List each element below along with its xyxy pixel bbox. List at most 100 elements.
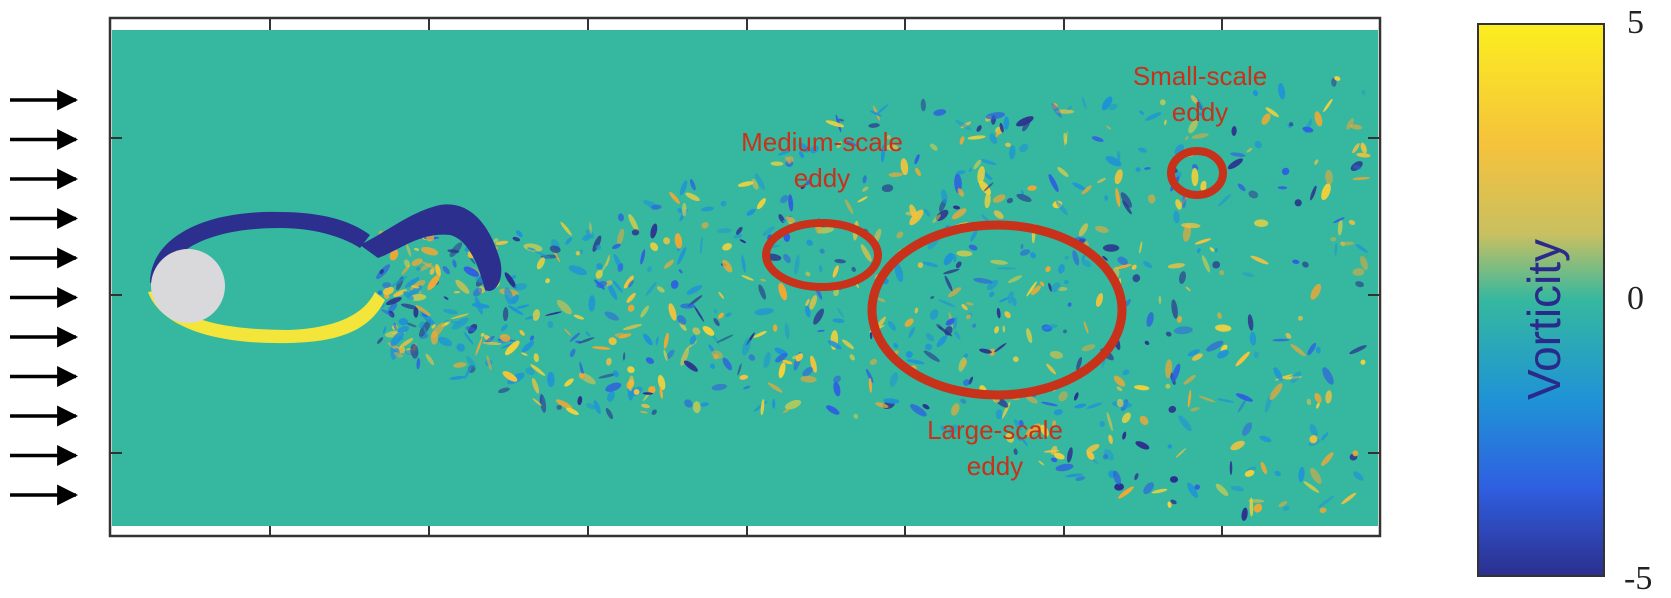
vorticity-blob — [1025, 423, 1041, 437]
vorticity-blob — [1086, 450, 1095, 460]
vorticity-blob — [985, 112, 1006, 120]
vorticity-blob — [685, 192, 700, 202]
large-scale-label-line1: Large-scale — [927, 415, 1063, 445]
vorticity-blob — [453, 362, 467, 368]
vorticity-blob — [435, 264, 441, 277]
vorticity-blob — [862, 175, 867, 184]
vorticity-blob — [381, 309, 394, 317]
vorticity-blob — [1067, 302, 1072, 307]
vorticity-blob — [1185, 286, 1191, 292]
vorticity-blob — [1052, 420, 1056, 427]
vorticity-blob — [519, 330, 525, 336]
vorticity-blob — [955, 261, 962, 269]
vorticity-blob — [1250, 255, 1269, 265]
vorticity-blob — [1058, 264, 1065, 274]
vorticity-blob — [778, 282, 788, 301]
vorticity-blob — [741, 275, 754, 281]
vorticity-blob — [760, 278, 767, 282]
vorticity-blob — [996, 267, 1017, 270]
vorticity-blob — [427, 274, 440, 291]
vorticity-blob — [989, 291, 995, 298]
vorticity-blob — [1334, 76, 1341, 81]
vorticity-blob — [994, 326, 1000, 334]
vorticity-blob — [1235, 351, 1250, 367]
vorticity-blob — [996, 307, 1001, 319]
vorticity-blob — [1290, 371, 1302, 384]
vorticity-blob — [521, 340, 535, 353]
vorticity-blob — [1016, 116, 1034, 127]
vorticity-blob — [894, 262, 904, 283]
vorticity-blob — [443, 296, 449, 300]
vorticity-blob — [1026, 281, 1037, 297]
vorticity-blob — [1135, 441, 1150, 450]
vorticity-blob — [655, 336, 659, 346]
vorticity-blob — [968, 244, 978, 251]
vorticity-blob — [1242, 422, 1253, 436]
vorticity-blob — [722, 243, 732, 251]
vorticity-blob — [1063, 132, 1068, 145]
vorticity-blob — [612, 370, 619, 378]
vorticity-blob — [1307, 342, 1317, 356]
vorticity-blob — [1349, 345, 1367, 355]
vorticity-blob — [578, 337, 595, 344]
vorticity-blob — [455, 279, 470, 294]
vorticity-blob — [670, 280, 679, 289]
vorticity-blob — [617, 228, 625, 246]
vorticity-blob — [1196, 112, 1205, 116]
vorticity-blob — [753, 330, 767, 338]
vorticity-blob — [904, 318, 914, 327]
vorticity-blob — [607, 283, 618, 300]
vorticity-blob — [963, 379, 970, 386]
vorticity-blob — [746, 208, 756, 216]
vorticity-blob — [713, 354, 719, 360]
vorticity-blob — [1194, 484, 1200, 490]
vorticity-blob — [979, 180, 991, 195]
vorticity-blob — [423, 326, 429, 338]
vorticity-blob — [1055, 200, 1068, 216]
vorticity-blob — [416, 357, 421, 370]
inflow-arrows — [10, 89, 79, 506]
vorticity-blob — [1361, 89, 1366, 95]
vorticity-blob — [923, 350, 940, 362]
vorticity-blob — [595, 269, 603, 279]
vorticity-blob — [1114, 483, 1124, 491]
vorticity-blob — [922, 404, 930, 410]
vorticity-blob — [725, 312, 732, 317]
vorticity-blob — [393, 351, 403, 358]
vorticity-blob — [1115, 187, 1121, 207]
vorticity-blob — [1265, 107, 1279, 118]
vorticity-blob — [1113, 375, 1126, 387]
vorticity-blob — [1187, 389, 1192, 408]
vorticity-blob — [1040, 281, 1045, 287]
vorticity-blob — [566, 407, 579, 415]
vorticity-blob — [1096, 177, 1107, 184]
vorticity-blob — [709, 363, 716, 369]
vorticity-blob — [1159, 99, 1166, 106]
vorticity-blob — [722, 357, 733, 371]
vorticity-blob — [564, 378, 574, 387]
vorticity-blob — [534, 250, 551, 259]
vorticity-blob — [598, 373, 618, 379]
vorticity-blob — [1122, 369, 1130, 376]
vorticity-blob — [1076, 357, 1083, 371]
vorticity-blob — [1352, 176, 1370, 181]
vorticity-blob — [389, 249, 399, 261]
vorticity-blob — [716, 334, 734, 343]
vorticity-blob — [794, 255, 800, 275]
vorticity-blob — [1164, 119, 1167, 126]
vorticity-blob — [1333, 217, 1345, 224]
vorticity-blob — [805, 298, 810, 307]
vorticity-blob — [1041, 324, 1058, 330]
vorticity-blob — [1353, 164, 1362, 170]
vorticity-blob — [762, 226, 775, 237]
vorticity-blob — [844, 199, 854, 215]
vorticity-blob — [1049, 350, 1063, 359]
vorticity-blob — [775, 353, 788, 363]
vorticity-blob — [495, 240, 509, 246]
vorticity-blob — [589, 222, 592, 235]
small-scale-eddy-label: Small-scale eddy — [1100, 58, 1300, 130]
vorticity-blob — [466, 356, 476, 369]
vorticity-blob — [464, 365, 472, 379]
vorticity-blob — [1175, 448, 1187, 458]
medium-scale-label-line2: eddy — [793, 163, 851, 193]
